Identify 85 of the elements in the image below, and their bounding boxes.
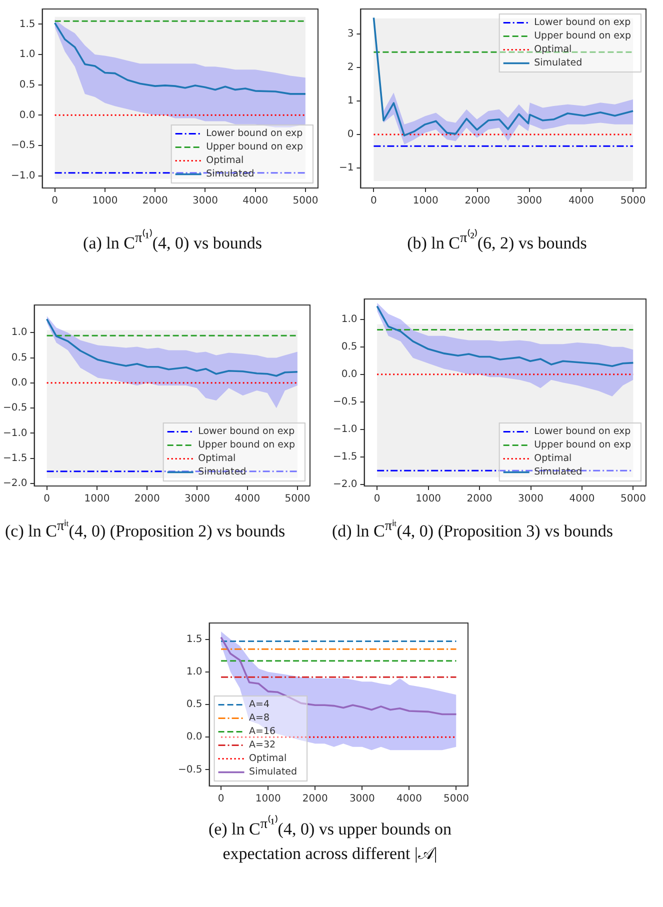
x-tick-label: 0 (218, 794, 224, 805)
x-tick-label: 3000 (349, 794, 375, 805)
y-tick-label: −0.5 (2, 402, 28, 414)
legend-label: Optimal (198, 453, 236, 464)
x-tick-label: 3000 (192, 196, 218, 207)
y-tick-label: −1.0 (332, 424, 358, 435)
y-tick-label: 0 (347, 129, 354, 140)
x-tick-label: 2000 (134, 494, 160, 505)
legend-label: Lower bound on exp (198, 426, 295, 438)
x-tick-label: 3000 (184, 494, 210, 505)
legend-label: Simulated (249, 766, 298, 778)
x-tick-label: 0 (374, 494, 380, 505)
x-tick-label: 1000 (255, 794, 281, 805)
y-tick-label: −0.5 (332, 396, 358, 408)
x-tick-label: 5000 (444, 794, 469, 805)
y-tick-label: 1 (347, 96, 354, 107)
x-tick-label: 4000 (242, 196, 268, 207)
text: (e) ln C$^{π⁽¹⁾}$(4, 0) vs upper bounds on expectation across different |𝒜| (207, 814, 453, 865)
legend-label: Optimal (534, 453, 572, 464)
y-tick-label: −1.5 (332, 451, 358, 462)
x-tick-label: 1000 (416, 494, 442, 505)
legend-label: Simulated (198, 466, 246, 478)
x-tick-label: 5000 (620, 494, 646, 505)
x-tick-label: 2000 (142, 196, 168, 207)
x-tick-label: 0 (52, 196, 58, 207)
legend-label: Simulated (206, 168, 254, 180)
y-tick-label: 1.0 (11, 327, 28, 338)
y-tick-label: 0.5 (341, 341, 358, 352)
x-tick-label: 2000 (466, 494, 492, 505)
x-tick-label: 5000 (292, 196, 318, 207)
legend-label: Upper bound on exp (206, 142, 304, 153)
text: (c) ln C$^{πⁱᵗ}$(4, 0) (Proposition 2) vs bounds (5, 517, 286, 543)
legend-label: Lower bound on exp (534, 426, 631, 438)
y-tick-label: 1.0 (186, 666, 202, 678)
text: (a) ln C$^{π⁽¹⁾}$(4, 0) vs bounds (82, 228, 263, 255)
x-tick-label: 1000 (412, 196, 438, 207)
x-tick-label: 4000 (569, 494, 595, 505)
x-tick-label: 1000 (84, 494, 110, 505)
y-tick-label: −1.5 (2, 452, 28, 464)
text: (d) ln C$^{πⁱᵗ}$(4, 0) (Proposition 3) vs bounds (332, 517, 614, 543)
y-tick-label: −1.0 (10, 170, 36, 182)
y-tick-label: 3 (347, 28, 354, 40)
x-tick-label: 5000 (284, 494, 310, 505)
legend-label: Simulated (534, 58, 582, 69)
y-tick-label: 0.5 (11, 352, 28, 364)
y-tick-label: 2 (347, 62, 354, 74)
x-tick-label: 4000 (234, 494, 260, 505)
x-tick-label: 4000 (396, 794, 422, 805)
legend-label: Upper bound on exp (534, 440, 632, 451)
x-tick-label: 3000 (518, 494, 544, 505)
legend-label: Lower bound on exp (206, 128, 303, 140)
x-tick-label: 2000 (302, 794, 328, 805)
legend-label: A=32 (249, 740, 276, 751)
legend-label: Optimal (249, 753, 287, 764)
legend-label: Upper bound on exp (198, 440, 296, 451)
y-tick-label: −0.5 (178, 764, 202, 776)
x-tick-label: 5000 (620, 196, 646, 207)
legend-label: A=8 (249, 712, 270, 724)
legend-label: Optimal (206, 155, 244, 166)
y-tick-label: −1.0 (2, 428, 28, 439)
y-tick-label: 0.0 (11, 378, 28, 389)
y-tick-label: −1 (338, 162, 354, 174)
x-tick-label: 0 (44, 494, 50, 505)
y-tick-label: −2.0 (332, 478, 358, 490)
x-tick-label: 3000 (516, 196, 542, 207)
x-tick-label: 0 (370, 196, 377, 207)
y-tick-label: 0.5 (186, 699, 202, 710)
y-tick-label: 0.0 (341, 368, 358, 380)
y-tick-label: 1.5 (186, 634, 202, 645)
y-tick-label: 0.5 (19, 79, 36, 90)
legend-label: A=16 (249, 726, 276, 738)
x-tick-label: 1000 (92, 196, 118, 207)
y-tick-label: 0.0 (186, 732, 202, 743)
legend-label: A=4 (249, 699, 270, 710)
y-tick-label: 1.0 (19, 49, 36, 60)
y-tick-label: −0.5 (10, 140, 36, 152)
y-tick-label: 1.0 (341, 314, 358, 325)
y-tick-label: 1.5 (19, 18, 36, 30)
x-tick-label: 4000 (568, 196, 594, 207)
legend-label: Lower bound on exp (534, 17, 631, 28)
y-tick-label: −2.0 (2, 478, 28, 490)
legend-label: Upper bound on exp (534, 30, 632, 42)
x-tick-label: 2000 (464, 196, 490, 207)
text: (b) ln C$^{π⁽²⁾}$(6, 2) vs bounds (406, 228, 588, 255)
y-tick-label: 0.0 (19, 110, 36, 121)
